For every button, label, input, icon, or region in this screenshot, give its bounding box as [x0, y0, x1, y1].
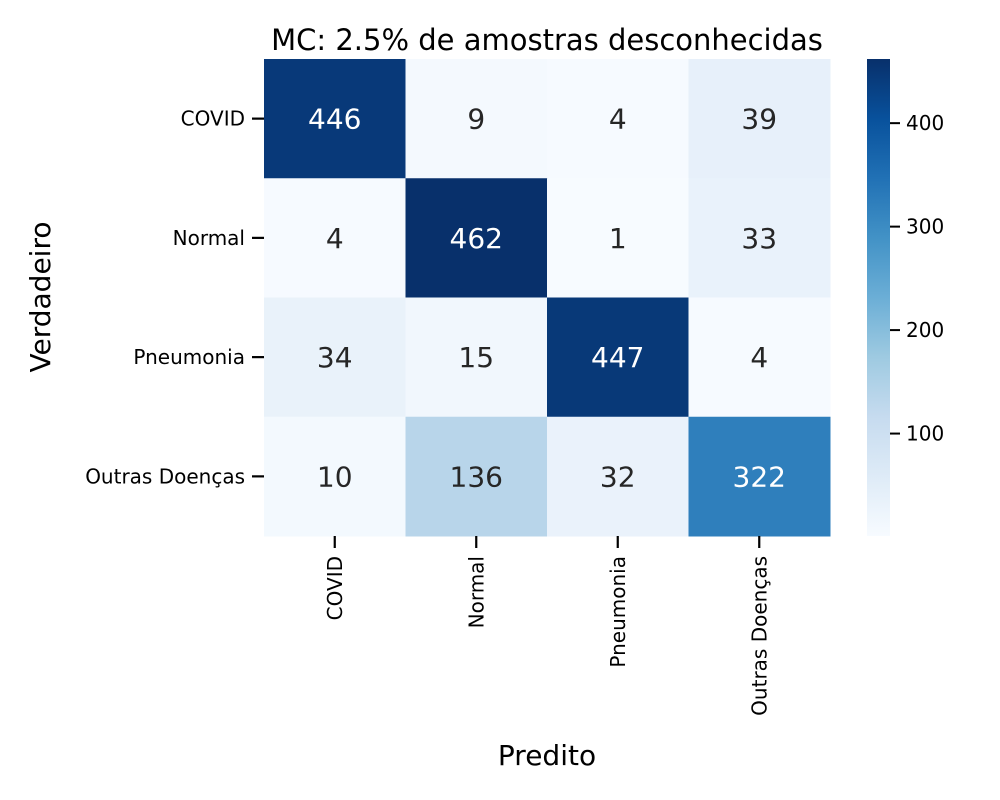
cell-value-r3-c2: 32	[600, 460, 636, 493]
colorbar-tick-label: 100	[906, 422, 944, 446]
x-tick-label: Pneumonia	[606, 556, 630, 668]
y-tick-label: Normal	[173, 226, 245, 250]
x-tick-label: Normal	[464, 556, 488, 628]
y-tick-label: COVID	[181, 107, 245, 131]
cell-value-r1-c2: 1	[609, 222, 627, 255]
cell-value-r3-c1: 136	[450, 460, 503, 493]
colorbar-tick-label: 200	[906, 318, 944, 342]
heatmap-cell-labels: 446 9 4 39 4 462 1 33 34 15 447 4 10 136 32 322	[308, 103, 786, 494]
cell-value-r2-c2: 447	[591, 341, 644, 374]
cell-value-r0-c2: 4	[609, 103, 627, 136]
x-axis-ticks: COVID Normal Pneumonia Outras Doenças	[323, 536, 771, 716]
heatmap-cell-r0-c0	[264, 59, 406, 179]
heatmap-cell-r2-c0	[264, 297, 406, 418]
colorbar: 100 200 300 400	[867, 59, 944, 536]
heatmap-cell-r2-c2	[547, 297, 689, 418]
heatmap-cell-r0-c3	[688, 59, 831, 179]
cell-value-r2-c3: 4	[750, 341, 768, 374]
colorbar-tick-label: 300	[906, 215, 944, 239]
x-tick-label: Outras Doenças	[747, 556, 771, 716]
heatmap-cell-r1-c2	[547, 178, 689, 298]
colorbar-gradient	[867, 59, 890, 536]
cell-value-r0-c1: 9	[467, 103, 485, 136]
x-axis-label: Predito	[498, 739, 596, 772]
y-axis-ticks: COVID Normal Pneumonia Outras Doenças	[85, 107, 264, 488]
cell-value-r3-c0: 10	[317, 460, 353, 493]
cell-value-r0-c3: 39	[741, 103, 777, 136]
cell-value-r1-c3: 33	[741, 222, 777, 255]
heatmap-cell-r1-c3	[688, 178, 831, 298]
heatmap-cell-r2-c3	[688, 297, 831, 418]
y-axis-label: Verdadeiro	[24, 222, 57, 373]
heatmap-cell-r1-c0	[264, 178, 406, 298]
heatmap-cells	[264, 59, 831, 537]
cell-value-r2-c1: 15	[458, 341, 494, 374]
y-tick-label: Pneumonia	[133, 345, 245, 369]
cell-value-r1-c0: 4	[326, 222, 344, 255]
cell-value-r3-c3: 322	[733, 460, 786, 493]
heatmap-cell-r3-c0	[264, 416, 406, 537]
heatmap-cell-r2-c1	[405, 297, 548, 418]
x-tick-label: COVID	[323, 556, 347, 620]
heatmap-cell-r1-c1	[405, 178, 548, 298]
heatmap-cell-r0-c1	[405, 59, 548, 179]
y-tick-label: Outras Doenças	[85, 464, 245, 488]
colorbar-ticks: 100 200 300 400	[890, 111, 944, 446]
heatmap-cell-r3-c2	[547, 416, 689, 537]
cell-value-r1-c1: 462	[450, 222, 503, 255]
heatmap-cell-r0-c2	[547, 59, 689, 179]
cell-value-r0-c0: 446	[308, 103, 361, 136]
heatmap-cell-r3-c1	[405, 416, 548, 537]
cell-value-r2-c0: 34	[317, 341, 353, 374]
heatmap-cell-r3-c3	[688, 416, 831, 537]
colorbar-tick-label: 400	[906, 111, 944, 135]
chart-title: MC: 2.5% de amostras desconhecidas	[271, 23, 823, 57]
